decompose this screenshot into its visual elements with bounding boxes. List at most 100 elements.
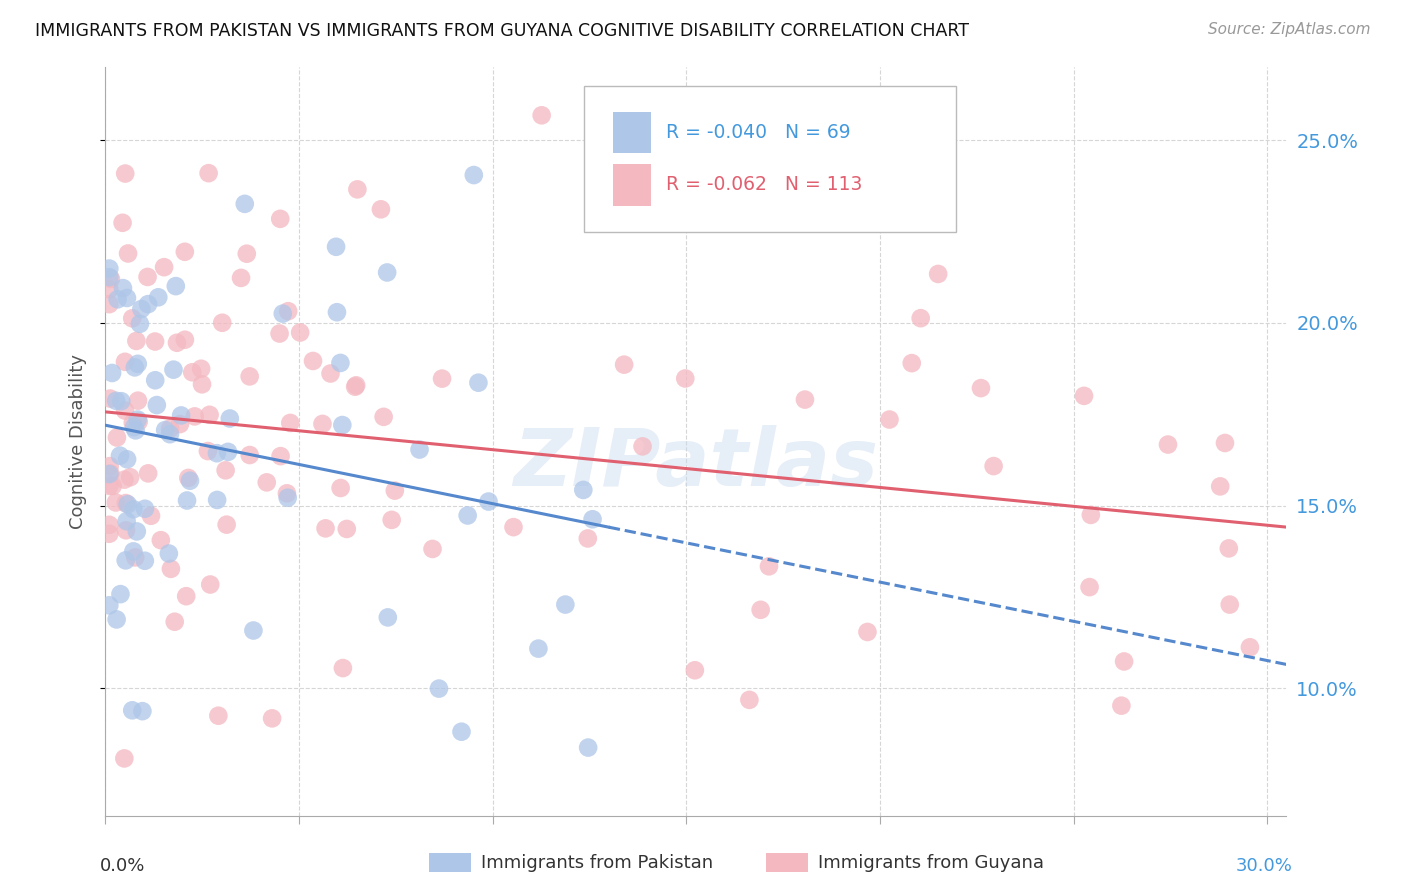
Point [408,442,430,457]
Point [277,304,299,318]
Point [1073,389,1095,403]
Point [879,412,901,426]
Point [181,365,204,379]
Point [114,355,136,369]
Point [1209,479,1232,493]
Point [450,724,472,739]
Text: R = -0.040   N = 69: R = -0.040 N = 69 [666,122,851,142]
Point [149,533,172,548]
Point [122,544,145,558]
Point [163,615,186,629]
Point [910,311,932,326]
Point [738,693,761,707]
Point [136,269,159,284]
Point [134,554,156,568]
Point [422,541,444,556]
Point [146,398,169,412]
Point [381,513,404,527]
Point [375,265,398,279]
Point [107,293,129,307]
Point [124,423,146,437]
Point [153,260,176,275]
Point [277,491,299,505]
Point [336,522,359,536]
Point [554,598,576,612]
Point [758,559,780,574]
Point [159,421,181,435]
Point [131,301,153,316]
Point [288,326,311,340]
Point [215,517,238,532]
Point [239,448,262,462]
Point [101,366,124,380]
Point [1112,655,1135,669]
Point [970,381,993,395]
Point [115,452,138,467]
Point [262,711,284,725]
Point [1078,580,1101,594]
Point [121,416,143,430]
Point [236,246,259,260]
Point [98,467,121,481]
Point [111,281,134,295]
Point [98,261,121,276]
Point [1157,437,1180,451]
Point [463,168,485,182]
Point [169,417,191,431]
Text: Source: ZipAtlas.com: Source: ZipAtlas.com [1208,22,1371,37]
Point [384,483,406,498]
Point [477,494,499,508]
Point [117,246,139,260]
Point [139,508,162,523]
Point [179,474,201,488]
Point [329,481,352,495]
Point [143,334,166,349]
Point [166,335,188,350]
Point [183,409,205,424]
Point [311,417,333,431]
Point [1111,698,1133,713]
Point [143,373,166,387]
Point [1213,436,1236,450]
Point [127,412,149,426]
Point [900,356,922,370]
Point [134,501,156,516]
Point [98,526,121,541]
Point [114,403,136,417]
Point [527,641,550,656]
Point [191,377,214,392]
Point [373,409,395,424]
Point [190,361,212,376]
Point [112,751,135,765]
Point [122,502,145,516]
Point [467,376,489,390]
Point [576,740,599,755]
Point [174,589,197,603]
Point [269,326,291,341]
Point [1219,598,1241,612]
Point [344,380,367,394]
Point [115,523,138,537]
Point [98,517,121,532]
Point [122,420,145,434]
Point [377,610,399,624]
Point [673,371,696,385]
Point [457,508,479,523]
Point [160,562,183,576]
Point [271,307,294,321]
Point [128,415,150,429]
Point [233,197,256,211]
Point [200,577,222,591]
Point [613,358,636,372]
Point [153,423,176,437]
Point [174,333,197,347]
Point [117,497,139,511]
Point [794,392,817,407]
Point [856,624,879,639]
Point [98,479,121,493]
Point [214,463,236,477]
Point [205,492,228,507]
Point [125,334,148,348]
Point [269,211,291,226]
Point [98,297,121,311]
